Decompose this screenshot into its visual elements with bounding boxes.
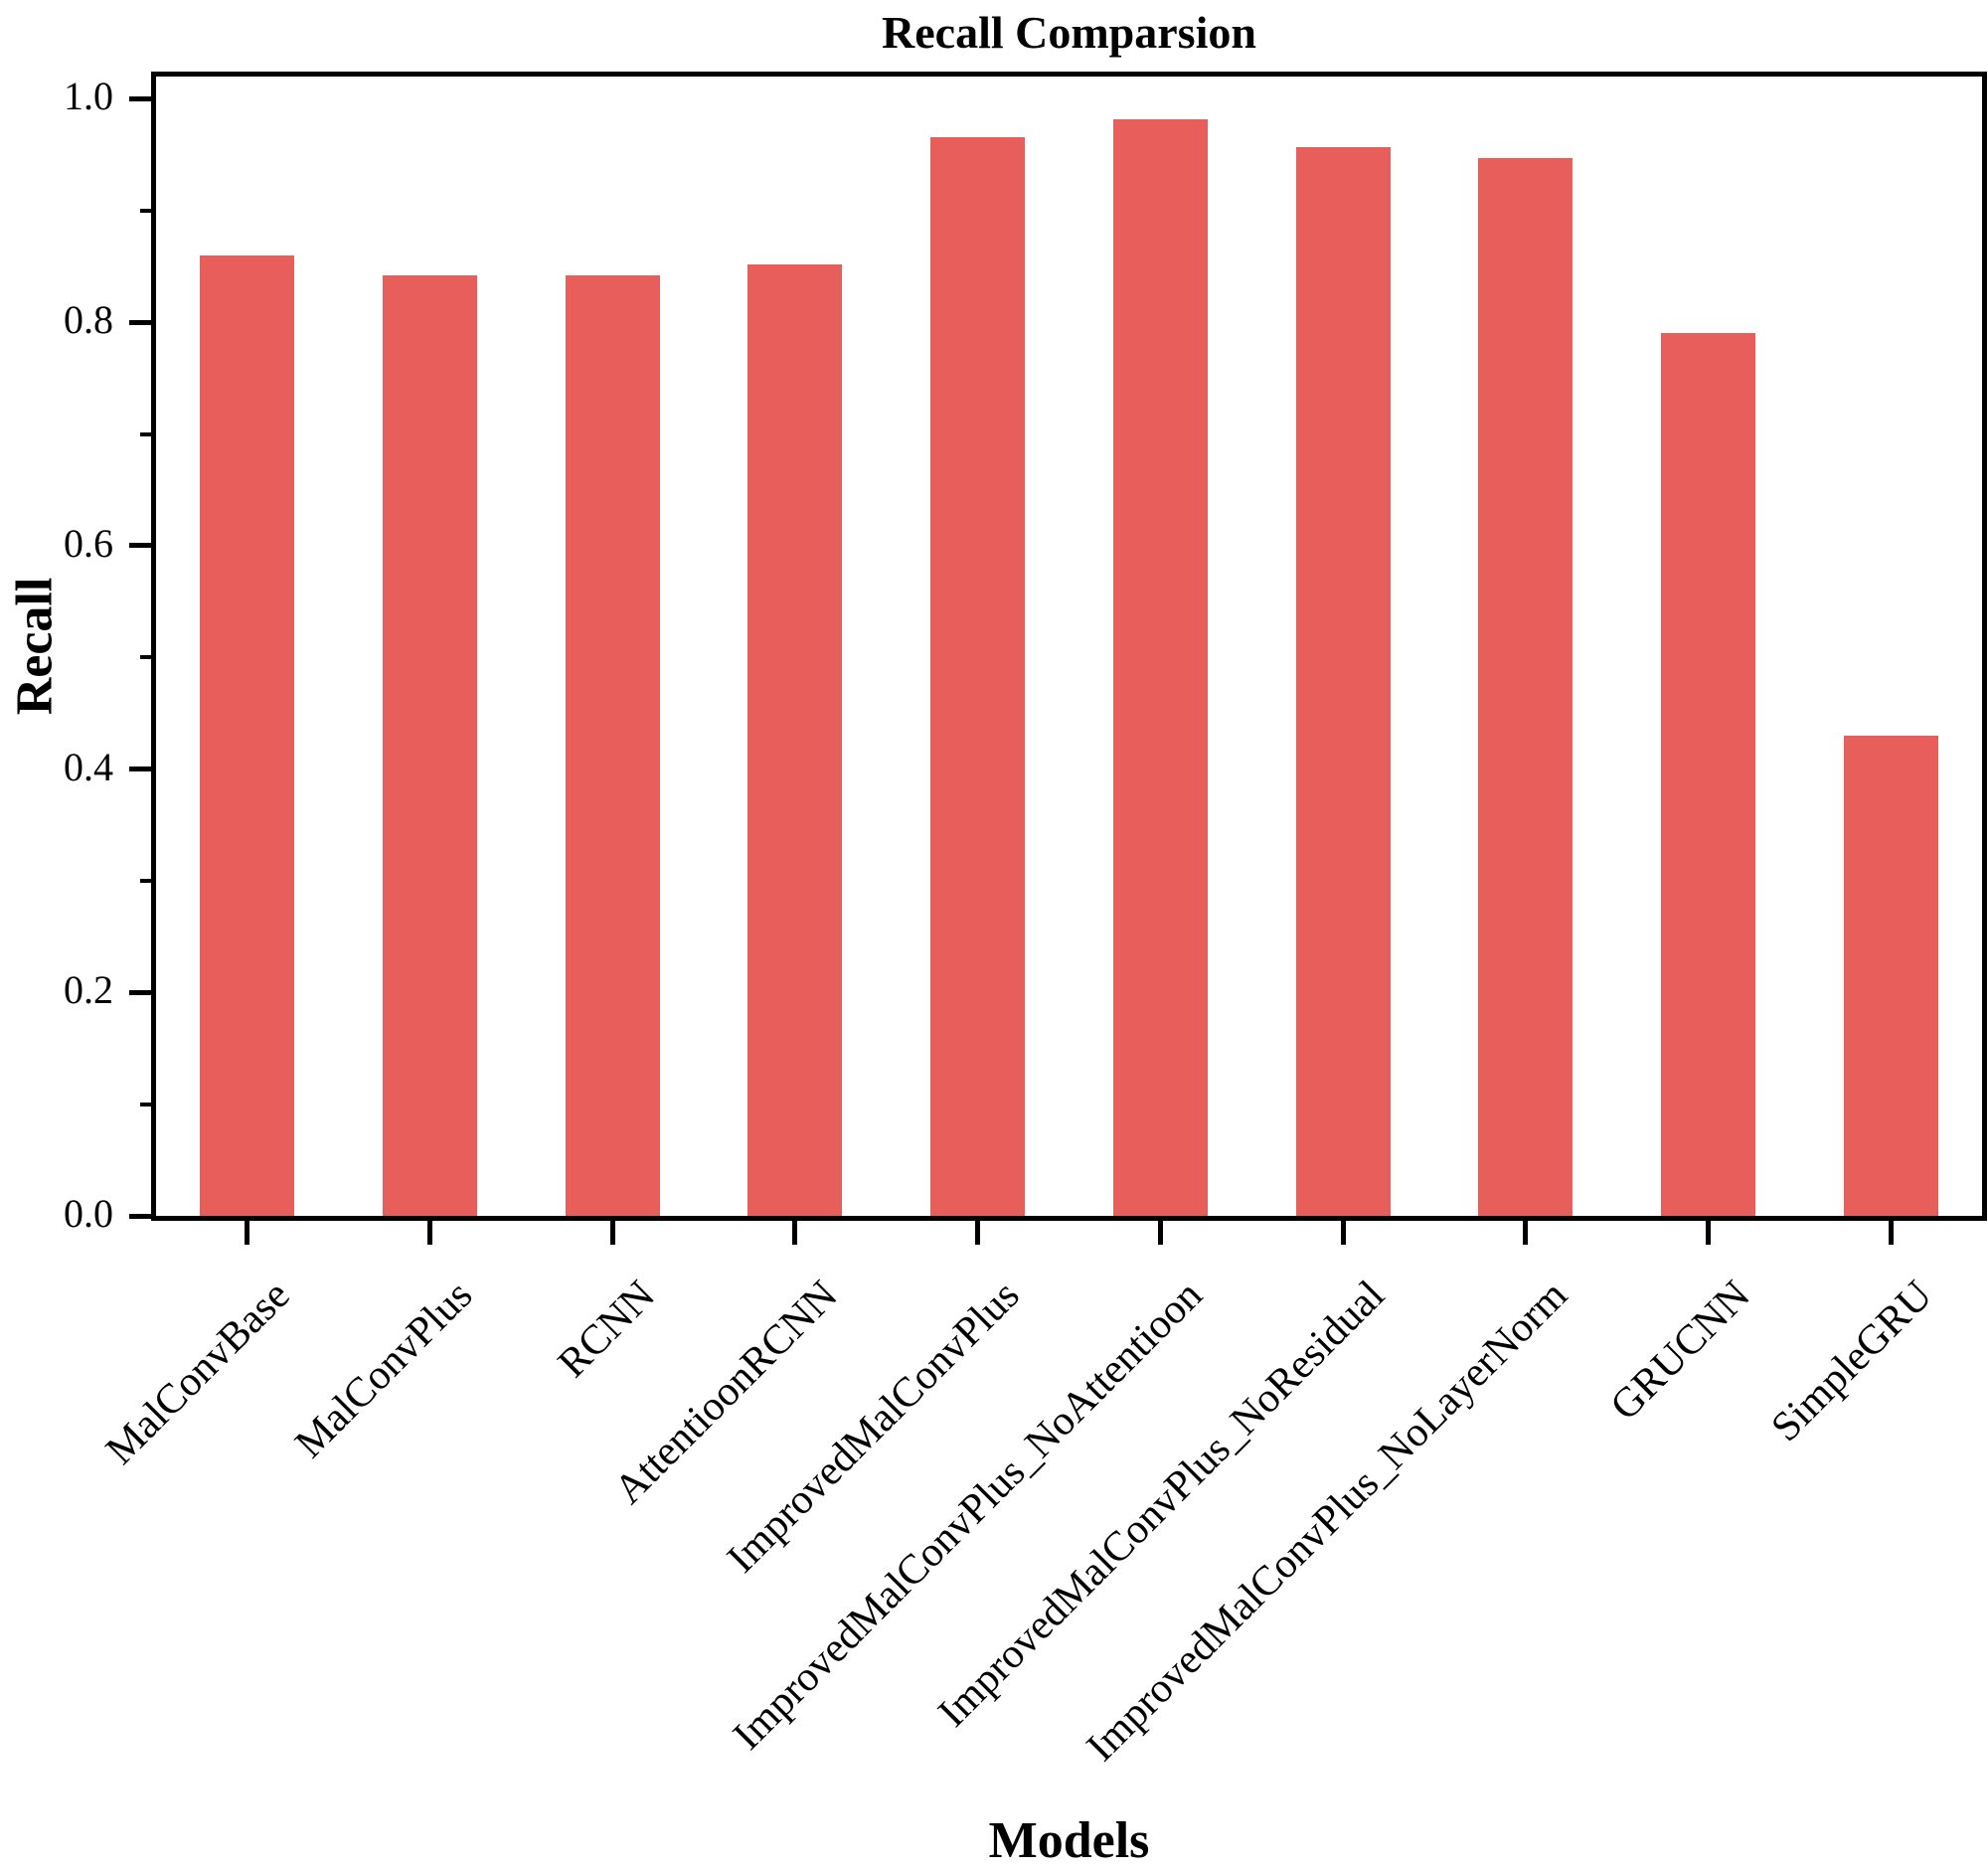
x-tick-label: RCNN: [549, 1272, 664, 1387]
y-minor-tick-mark: [140, 1102, 151, 1107]
y-tick-label: 0.8: [64, 297, 113, 343]
x-tick-mark: [1523, 1221, 1529, 1245]
y-tick-label: 1.0: [64, 74, 113, 119]
x-tick-mark: [1705, 1221, 1711, 1245]
x-tick-label: MalConvBase: [96, 1272, 299, 1474]
y-tick-mark: [129, 1213, 151, 1219]
x-tick-mark: [245, 1221, 250, 1245]
x-tick-mark: [1157, 1221, 1163, 1245]
bar-GRUCNN: [1660, 333, 1755, 1216]
x-tick-label: GRUCNN: [1601, 1272, 1759, 1430]
x-tick-label: SimpleGRU: [1763, 1272, 1942, 1451]
bar-SimpleGRU: [1843, 735, 1938, 1216]
bar-AttentioonRCNN: [747, 263, 843, 1216]
y-tick-mark: [129, 543, 151, 549]
x-tick-mark: [792, 1221, 798, 1245]
bar-ImprovedMalConvPlus_NoLayerNorm: [1478, 158, 1574, 1216]
plot-area: MalConvBase MalConvPlus RCNN AttentioonRCNN…: [64, 72, 1987, 1771]
x-tick-mark: [975, 1221, 981, 1245]
y-minor-tick-mark: [140, 655, 151, 660]
y-tick-mark: [129, 989, 151, 995]
y-minor-tick-mark: [140, 208, 151, 213]
y-tick-label: 0.4: [64, 744, 113, 789]
bar-MalConvPlus: [383, 274, 478, 1216]
bar-ImprovedMalConvPlus: [930, 136, 1026, 1216]
y-tick-mark: [129, 95, 151, 101]
chart-title: Recall Comparsion: [882, 7, 1256, 58]
x-tick-mark: [427, 1221, 433, 1245]
y-axis-title: Recall: [6, 577, 64, 716]
y-minor-tick-mark: [140, 878, 151, 883]
x-tick-label: MalConvPlus: [285, 1272, 481, 1467]
y-tick-mark: [129, 319, 151, 325]
x-tick-mark: [1340, 1221, 1346, 1245]
bar-ImprovedMalConvPlus_NoAttentioon: [1112, 118, 1208, 1216]
y-minor-tick-mark: [140, 431, 151, 436]
y-tick-label: 0.0: [64, 1191, 113, 1237]
bar-ImprovedMalConvPlus_NoResidual: [1295, 146, 1391, 1216]
x-tick-mark: [1888, 1221, 1894, 1245]
x-tick-mark: [609, 1221, 615, 1245]
bar-RCNN: [565, 274, 660, 1216]
bar-MalConvBase: [200, 255, 295, 1216]
y-tick-label: 0.2: [64, 967, 113, 1013]
x-axis-title: Models: [988, 1812, 1150, 1869]
y-tick-mark: [129, 766, 151, 772]
y-tick-label: 0.6: [64, 521, 113, 567]
